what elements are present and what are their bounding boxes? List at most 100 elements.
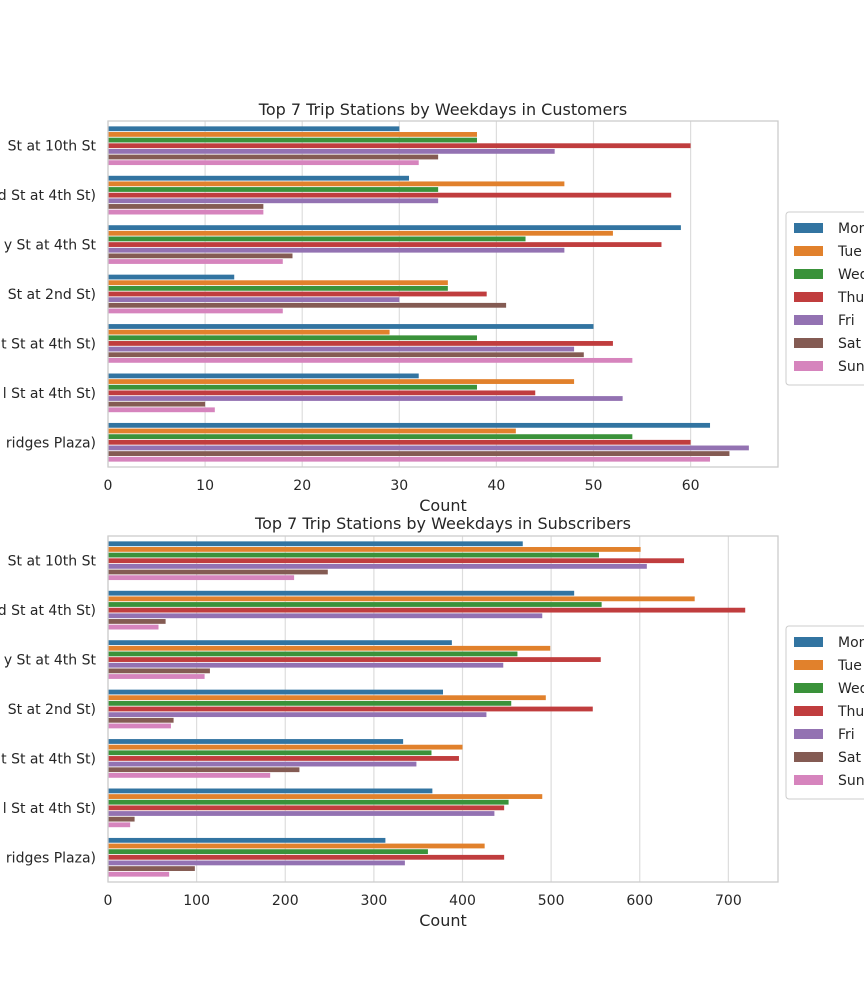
y-tick-label: l St at 4th St) — [3, 386, 96, 402]
bar-mon — [108, 175, 410, 181]
bar-mon — [108, 373, 419, 379]
bar-sat — [108, 569, 328, 575]
bar-mon — [108, 640, 452, 646]
bar-tue — [108, 379, 575, 384]
bar-mon — [108, 225, 681, 231]
customers-chart-panel: Top 7 Trip Stations by Weekdays in Custo… — [0, 100, 864, 515]
bar-tue — [108, 547, 641, 552]
bar-tue — [108, 230, 613, 236]
x-tick-label: 200 — [272, 893, 299, 909]
x-tick-label: 100 — [183, 893, 210, 909]
bar-wed — [108, 137, 477, 143]
x-axis-label: Count — [419, 496, 467, 515]
legend-label: Sun — [838, 773, 864, 789]
bar-fri — [108, 662, 504, 668]
subscribers-chart-panel: Top 7 Trip Stations by Weekdays in Subsc… — [0, 514, 864, 930]
bar-fri — [108, 346, 575, 352]
bar-wed — [108, 434, 633, 440]
bar-thu — [108, 242, 662, 247]
legend-swatch — [794, 660, 823, 670]
legend-swatch — [794, 246, 823, 256]
bar-sat — [108, 866, 195, 871]
y-tick-label: d St at 4th St) — [0, 188, 96, 204]
bar-wed — [108, 187, 439, 192]
bar-thu — [108, 192, 672, 198]
legend-label: Tue — [837, 244, 862, 260]
bar-wed — [108, 799, 509, 805]
bar-wed — [108, 602, 602, 607]
bar-mon — [108, 422, 711, 428]
bar-mon — [108, 126, 400, 132]
legend-swatch — [794, 729, 823, 739]
bar-sun — [108, 871, 170, 877]
bar-fri — [108, 247, 565, 253]
chart-title: Top 7 Trip Stations by Weekdays in Custo… — [258, 100, 627, 119]
axes-frame — [107, 120, 779, 468]
bars — [108, 126, 749, 462]
bar-mon — [108, 324, 594, 329]
bar-tue — [108, 744, 463, 750]
bars — [108, 541, 746, 877]
bar-fri — [108, 613, 543, 619]
y-tick-label: St at 10th St — [8, 139, 97, 155]
bar-tue — [108, 794, 543, 799]
x-tick-label: 300 — [361, 893, 388, 909]
bar-sun — [108, 259, 283, 264]
bar-sat — [108, 401, 206, 407]
bar-fri — [108, 297, 400, 303]
bar-fri — [108, 148, 555, 154]
bar-mon — [108, 541, 523, 547]
bar-wed — [108, 651, 518, 657]
legend-label: Thu — [837, 290, 864, 306]
bar-sun — [108, 160, 419, 166]
bar-wed — [108, 384, 477, 390]
legend-label: Fri — [838, 727, 855, 743]
bar-sun — [108, 723, 171, 729]
legend-label: Tue — [837, 658, 862, 674]
legend-label: Wed — [838, 681, 864, 697]
bar-thu — [108, 607, 746, 613]
bar-sat — [108, 352, 584, 358]
bar-sun — [108, 407, 215, 413]
bar-thu — [108, 439, 691, 445]
bar-thu — [108, 291, 487, 297]
bar-sat — [108, 204, 264, 209]
x-axis-label: Count — [419, 911, 467, 930]
bar-fri — [108, 198, 439, 204]
bar-wed — [108, 335, 477, 341]
bar-sat — [108, 302, 507, 308]
bar-tue — [108, 329, 390, 335]
y-tick-label: t St at 4th St) — [1, 336, 96, 352]
x-tick-label: 0 — [104, 893, 113, 909]
bar-sun — [108, 822, 131, 828]
y-tick-label: d St at 4th St) — [0, 603, 96, 619]
legend-swatch — [794, 637, 823, 647]
legend-swatch — [794, 775, 823, 785]
bar-tue — [108, 280, 448, 286]
chart-title: Top 7 Trip Stations by Weekdays in Subsc… — [254, 514, 631, 533]
y-tick-label: t St at 4th St) — [1, 751, 96, 767]
bar-tue — [108, 843, 485, 849]
legend: Mon Tue Wed Thu Fri Sat Sun — [785, 625, 864, 800]
legend-label: Mon — [838, 221, 864, 237]
bar-wed — [108, 236, 526, 242]
bar-sat — [108, 717, 174, 723]
bar-mon — [108, 739, 404, 744]
bar-tue — [108, 181, 565, 187]
bar-thu — [108, 706, 593, 712]
legend-swatch — [794, 223, 823, 233]
legend-swatch — [794, 683, 823, 693]
legend-swatch — [794, 706, 823, 716]
bar-fri — [108, 761, 417, 767]
legend-label: Thu — [837, 704, 864, 720]
bar-tue — [108, 596, 695, 602]
axes-frame — [107, 535, 779, 883]
y-tick-label: ridges Plaza) — [6, 850, 96, 866]
bar-sun — [108, 772, 271, 778]
bar-sat — [108, 767, 300, 773]
x-tick-label: 60 — [682, 478, 700, 494]
bar-thu — [108, 657, 601, 662]
x-tick-label: 600 — [626, 893, 653, 909]
bar-sat — [108, 619, 166, 624]
y-tick-label: St at 2nd St) — [8, 287, 96, 303]
